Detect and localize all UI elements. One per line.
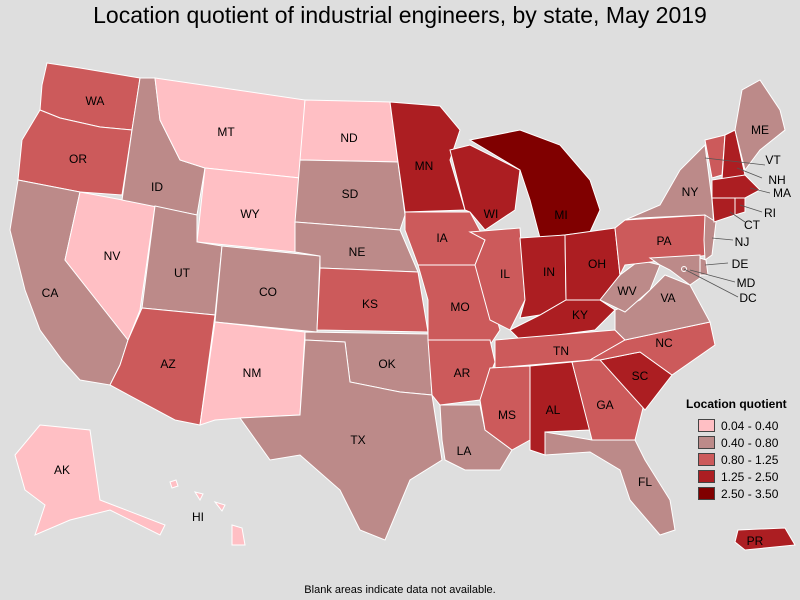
state-label-nv: NV — [104, 249, 121, 263]
state-label-tn: TN — [553, 344, 569, 358]
state-label-mt: MT — [217, 125, 235, 139]
state-label-ut: UT — [174, 266, 191, 280]
state-MI — [468, 129, 601, 239]
state-label-mo: MO — [450, 300, 469, 314]
state-label-oh: OH — [588, 257, 606, 271]
state-label-ca: CA — [42, 286, 59, 300]
state-label-nm: NM — [243, 366, 262, 380]
legend-swatch — [698, 419, 715, 432]
state-label-wv: WV — [617, 284, 636, 298]
state-label-vt: VT — [765, 153, 781, 167]
legend-item: 0.04 - 0.40 — [686, 417, 798, 434]
state-MA — [711, 174, 761, 199]
legend-label: 0.80 - 1.25 — [721, 452, 779, 467]
legend-item: 2.50 - 3.50 — [686, 485, 798, 502]
state-FL — [544, 431, 676, 536]
legend-swatch — [698, 436, 715, 449]
legend-item: 1.25 - 2.50 — [686, 468, 798, 485]
legend-label: 0.04 - 0.40 — [721, 418, 779, 433]
state-HI — [169, 479, 246, 546]
state-label-dc: DC — [739, 291, 757, 305]
state-label-mn: MN — [415, 159, 434, 173]
state-label-ct: CT — [744, 218, 761, 232]
state-label-va: VA — [660, 291, 675, 305]
state-label-md: MD — [737, 276, 756, 290]
state-RI — [734, 197, 746, 216]
legend-swatch — [698, 453, 715, 466]
state-label-ri: RI — [764, 206, 776, 220]
state-label-ny: NY — [682, 185, 699, 199]
legend-label: 1.25 - 2.50 — [721, 469, 779, 484]
legend-label: 0.40 - 0.80 — [721, 435, 779, 450]
legend-swatch — [698, 470, 715, 483]
state-label-ma: MA — [773, 186, 791, 200]
state-label-pr: PR — [747, 534, 764, 548]
state-label-fl: FL — [638, 475, 652, 489]
legend: Location quotient 0.04 - 0.40 0.40 - 0.80… — [686, 397, 798, 502]
state-label-ok: OK — [378, 357, 395, 371]
state-label-de: DE — [732, 257, 749, 271]
state-label-al: AL — [546, 403, 561, 417]
state-label-nh: NH — [768, 173, 785, 187]
state-CT — [711, 197, 736, 223]
state-label-az: AZ — [160, 357, 175, 371]
state-WI — [449, 144, 521, 231]
footnote: Blank areas indicate data not available. — [304, 584, 496, 596]
state-SD — [294, 159, 406, 231]
legend-label: 2.50 - 3.50 — [721, 486, 779, 501]
state-label-il: IL — [500, 267, 510, 281]
state-OR — [17, 109, 133, 196]
state-label-hi: HI — [192, 510, 204, 524]
state-MN — [389, 101, 466, 213]
state-label-sd: SD — [342, 187, 359, 201]
state-label-nc: NC — [655, 336, 673, 350]
map-title: Location quotient of industrial engineer… — [93, 2, 707, 28]
state-label-ar: AR — [454, 366, 471, 380]
state-label-mi: MI — [554, 208, 567, 222]
state-ME — [734, 79, 786, 172]
state-label-la: LA — [457, 444, 472, 458]
state-label-nd: ND — [340, 131, 358, 145]
state-label-wy: WY — [240, 207, 259, 221]
state-TX — [239, 339, 443, 541]
state-label-ne: NE — [349, 245, 366, 259]
state-AZ — [109, 307, 216, 426]
state-AK — [14, 424, 166, 536]
state-label-co: CO — [259, 285, 277, 299]
state-label-ak: AK — [54, 463, 70, 477]
legend-item: 0.40 - 0.80 — [686, 434, 798, 451]
state-label-ky: KY — [572, 308, 588, 322]
state-label-ia: IA — [436, 231, 447, 245]
state-label-ms: MS — [498, 408, 516, 422]
state-PR — [734, 527, 796, 551]
state-label-id: ID — [151, 180, 163, 194]
legend-item: 0.80 - 1.25 — [686, 451, 798, 468]
state-label-or: OR — [69, 152, 87, 166]
state-DE — [699, 257, 709, 276]
state-label-me: ME — [751, 123, 769, 137]
state-label-ks: KS — [362, 297, 378, 311]
state-MD — [648, 254, 701, 286]
state-label-nj: NJ — [735, 235, 750, 249]
state-label-wa: WA — [86, 94, 105, 108]
state-label-wi: WI — [484, 207, 499, 221]
state-label-in: IN — [543, 265, 555, 279]
state-label-sc: SC — [632, 369, 649, 383]
legend-swatch — [698, 487, 715, 500]
state-label-pa: PA — [656, 234, 671, 248]
state-VA — [614, 274, 711, 341]
state-label-ga: GA — [596, 398, 613, 412]
state-label-tx: TX — [350, 433, 365, 447]
state-LA — [439, 404, 513, 471]
legend-title: Location quotient — [686, 397, 787, 411]
